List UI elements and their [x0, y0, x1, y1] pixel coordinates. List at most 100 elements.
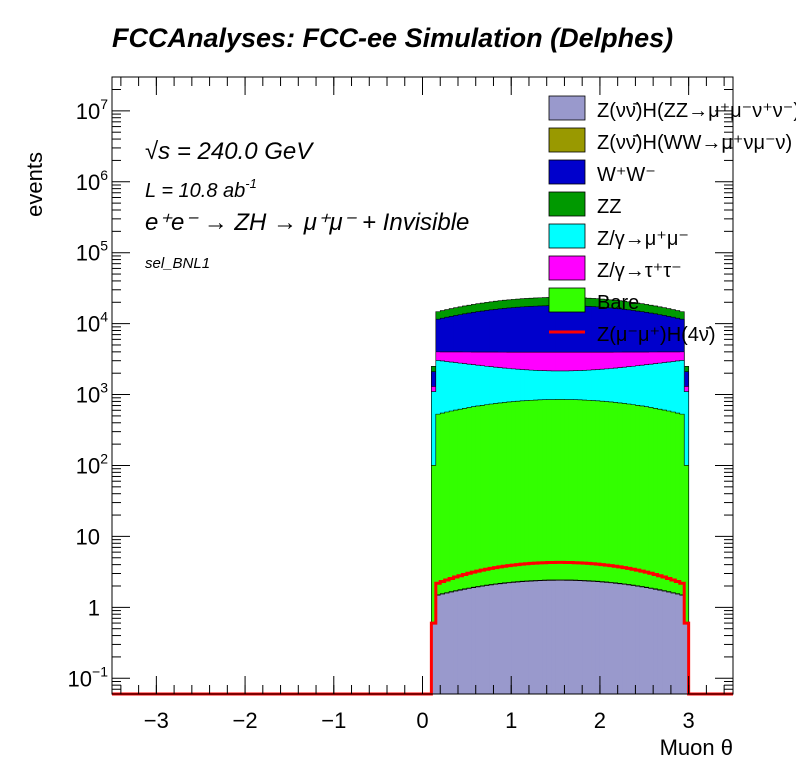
bar-bin: [630, 404, 636, 694]
bar-bin: [635, 405, 641, 694]
bar-bin: [684, 465, 690, 694]
bar-bin: [506, 401, 512, 694]
bar-bin: [617, 402, 623, 694]
bar-bin: [626, 584, 632, 694]
bar-bin: [595, 581, 601, 694]
bar-bin: [599, 582, 605, 694]
bar-bin: [444, 411, 450, 694]
bar-bin: [533, 580, 539, 694]
bar-bin: [582, 400, 588, 694]
bar-bin: [644, 406, 650, 694]
y-axis-label: events: [22, 152, 47, 217]
bar-bin: [475, 586, 481, 694]
y-tick-label: 102: [76, 450, 108, 478]
lumi-annotation: L = 10.8 ab-1: [145, 176, 257, 202]
x-axis-label: Muon θ: [660, 735, 733, 760]
bar-bin: [515, 582, 521, 694]
bar-bin: [582, 580, 588, 694]
legend-swatch: [548, 159, 586, 185]
x-tick-label: 0: [416, 708, 428, 733]
bar-bin: [462, 408, 468, 694]
bar-bin: [528, 400, 534, 694]
stack-outline: [431, 579, 689, 694]
legend-entry: Z/γ→μ⁺μ⁻: [548, 223, 689, 250]
bar-bin: [604, 582, 610, 694]
bar-bin: [613, 402, 619, 694]
legend-entry: Z(νν̄)H(WW→μ⁺νμ⁻ν): [548, 127, 792, 154]
bar-bin: [497, 583, 503, 694]
bar-bin: [595, 400, 601, 694]
bar-bin: [568, 399, 574, 694]
x-tick-label: 1: [505, 708, 517, 733]
bar-bin: [666, 411, 672, 694]
x-tick-label: −2: [233, 708, 258, 733]
bar-bin: [493, 403, 499, 694]
bar-bin: [666, 592, 672, 694]
bar-bin: [435, 414, 441, 694]
legend-label: W⁺W⁻: [597, 164, 656, 186]
bar-bin: [480, 405, 485, 694]
legend-entry: Z/γ→τ⁺τ⁻: [548, 255, 682, 282]
bar-bin: [586, 581, 592, 694]
bar-bin: [480, 586, 485, 694]
x-tick-label: 3: [683, 708, 695, 733]
bar-bin: [484, 585, 490, 694]
stack-outline: [431, 360, 689, 694]
legend-swatch: [548, 255, 586, 281]
annotations: √s = 240.0 GeV L = 10.8 ab-1 e⁺e⁻ → ZH →…: [145, 138, 469, 272]
bar-bin: [449, 411, 454, 694]
bar-bin: [564, 580, 570, 694]
bar-bin: [591, 581, 596, 694]
bar-bin: [679, 595, 685, 694]
bar-bin: [520, 581, 525, 694]
bar-bin: [617, 583, 623, 694]
bar-bin: [466, 407, 472, 694]
bar-bin: [440, 594, 446, 694]
process-annotation: e⁺e⁻ → ZH → μ⁺μ⁻ + Invisible: [145, 209, 469, 236]
bar-bin: [670, 593, 676, 694]
bar-bin: [497, 402, 503, 694]
bar-bin: [591, 400, 596, 694]
bar-bin: [462, 589, 468, 694]
legend-entry: Z(νν̄)H(ZZ→μ⁺μ⁻ν⁺ν⁻): [548, 95, 796, 122]
bar-bin: [630, 585, 636, 694]
bar-bin: [608, 582, 614, 694]
legend-swatch: [548, 287, 586, 313]
bar-bin: [546, 399, 552, 694]
legend-label: Bare: [597, 292, 639, 314]
y-tick-label: 106: [76, 167, 108, 195]
y-tick-label: 103: [76, 380, 108, 408]
bar-bin: [524, 581, 530, 694]
bar-bin: [622, 403, 627, 694]
legend-entry: Z(μ⁻μ⁺)H(4ν̄): [549, 324, 716, 346]
plot-area: [112, 77, 733, 696]
bar-bin: [599, 401, 605, 694]
legend-entry: Bare: [548, 287, 639, 314]
bar-bin: [546, 580, 552, 694]
bar-bin: [449, 592, 454, 694]
bar-bin: [520, 400, 525, 694]
legend-swatch: [548, 223, 586, 249]
bar-bin: [639, 586, 645, 694]
y-tick-label: 10−1: [68, 663, 109, 691]
legend-label: Z(νν̄)H(WW→μ⁺νμ⁻ν): [597, 132, 792, 154]
bar-bin: [431, 623, 437, 694]
y-tick-label: 10: [76, 524, 100, 549]
legend-label: Z/γ→μ⁺μ⁻: [597, 228, 689, 250]
bar-bin: [662, 410, 667, 694]
bar-bin: [542, 399, 548, 694]
legend-swatch: [548, 191, 586, 217]
bar-bin: [533, 400, 539, 694]
bar-bin: [568, 580, 574, 694]
legend-swatch: [548, 127, 586, 153]
bar-bin: [626, 404, 632, 694]
bar-bin: [679, 414, 685, 694]
bar-bin: [670, 411, 676, 694]
bar-bin: [515, 401, 521, 694]
bar-bin: [573, 399, 579, 694]
y-tick-label: 104: [76, 309, 108, 337]
bar-bin: [502, 583, 508, 694]
bar-bin: [613, 583, 619, 694]
